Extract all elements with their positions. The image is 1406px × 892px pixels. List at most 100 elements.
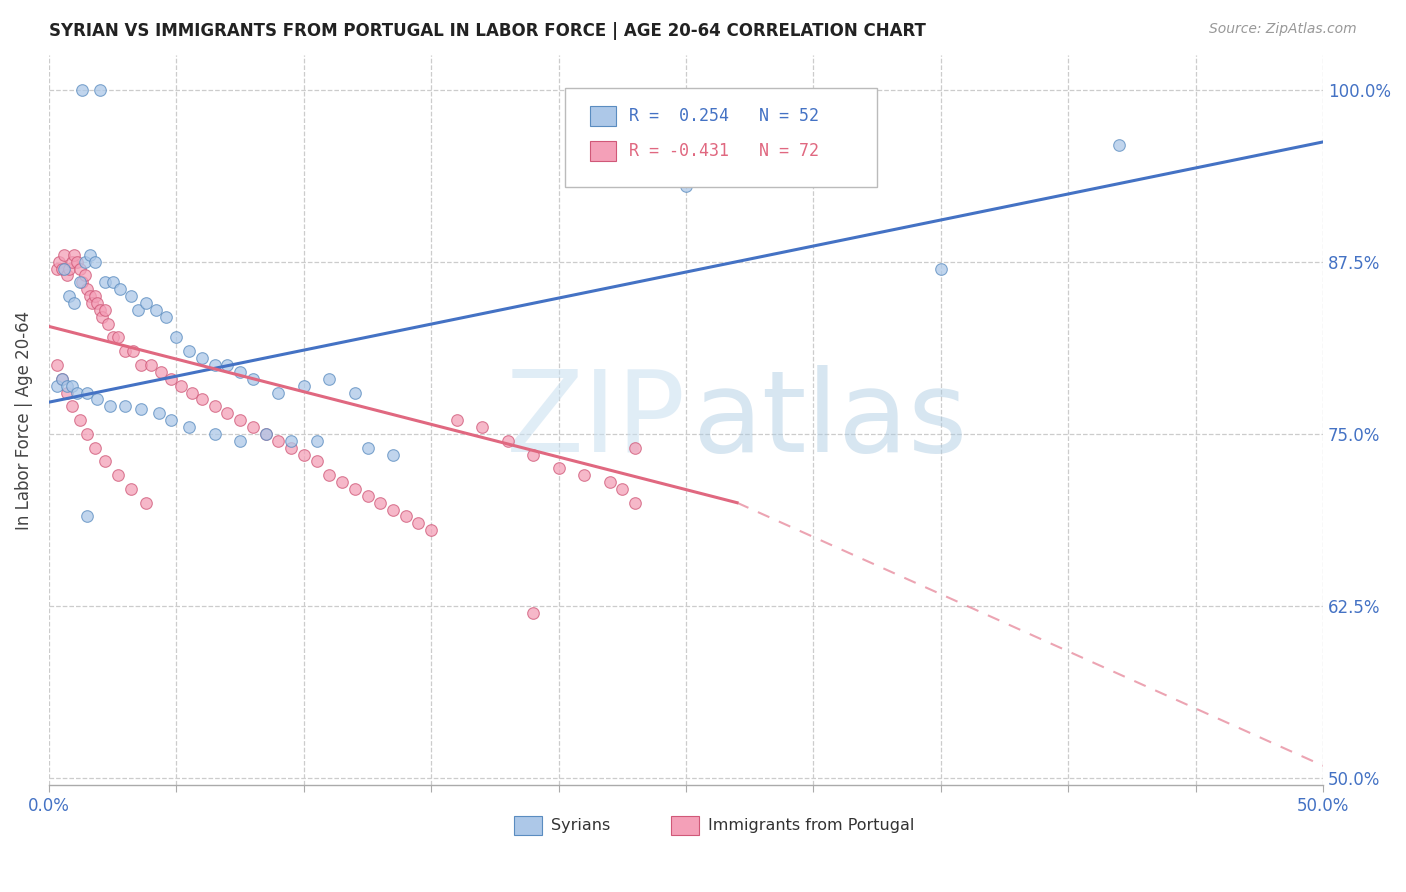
Text: atlas: atlas <box>692 365 967 475</box>
Point <box>229 434 252 448</box>
Point <box>150 365 173 379</box>
Point <box>101 330 124 344</box>
Point <box>60 378 83 392</box>
Point <box>56 385 79 400</box>
Point <box>547 461 569 475</box>
Point <box>83 289 105 303</box>
Point <box>73 268 96 283</box>
Point <box>305 454 328 468</box>
Point <box>56 268 79 283</box>
Point <box>129 402 152 417</box>
Point <box>86 392 108 407</box>
Point <box>160 413 183 427</box>
Point <box>229 365 252 379</box>
Point <box>420 523 443 537</box>
Point <box>73 254 96 268</box>
Point <box>280 434 302 448</box>
Text: R = -0.431   N = 72: R = -0.431 N = 72 <box>628 142 818 160</box>
Point <box>63 248 86 262</box>
Point <box>522 606 544 620</box>
Text: Source: ZipAtlas.com: Source: ZipAtlas.com <box>1209 22 1357 37</box>
Point <box>114 344 136 359</box>
Bar <box>591 141 616 161</box>
Point <box>267 434 290 448</box>
Point <box>242 420 264 434</box>
Point <box>69 413 91 427</box>
Point <box>356 441 378 455</box>
Point <box>179 344 201 359</box>
Point <box>45 378 67 392</box>
Point <box>242 372 264 386</box>
Point <box>254 426 277 441</box>
Point <box>83 254 105 268</box>
Point <box>120 289 142 303</box>
Point <box>107 468 129 483</box>
Point <box>129 358 152 372</box>
Point <box>135 496 157 510</box>
Point <box>127 302 149 317</box>
Point <box>522 448 544 462</box>
Point <box>51 372 73 386</box>
Y-axis label: In Labor Force | Age 20-64: In Labor Force | Age 20-64 <box>15 310 32 530</box>
Point <box>94 454 117 468</box>
Point <box>56 378 79 392</box>
Point <box>60 399 83 413</box>
Point <box>624 496 647 510</box>
Point <box>94 302 117 317</box>
Point <box>135 296 157 310</box>
Point <box>91 310 114 324</box>
Point <box>217 358 239 372</box>
Point <box>86 296 108 310</box>
Point <box>83 441 105 455</box>
Bar <box>671 816 699 836</box>
Point <box>122 344 145 359</box>
Point <box>155 310 177 324</box>
Point <box>101 276 124 290</box>
Point <box>408 516 430 531</box>
Point <box>318 372 340 386</box>
Text: Syrians: Syrians <box>551 818 610 832</box>
Point <box>217 406 239 420</box>
Point <box>446 413 468 427</box>
Point <box>110 282 132 296</box>
Point <box>191 351 214 365</box>
Point <box>496 434 519 448</box>
Point <box>97 317 120 331</box>
Point <box>53 261 76 276</box>
Point <box>66 254 89 268</box>
Point <box>45 358 67 372</box>
Point <box>79 248 101 262</box>
Point <box>318 468 340 483</box>
Point <box>191 392 214 407</box>
Point <box>63 296 86 310</box>
Point <box>120 482 142 496</box>
Point <box>382 448 405 462</box>
Point <box>572 468 595 483</box>
Text: Immigrants from Portugal: Immigrants from Portugal <box>707 818 914 832</box>
Point <box>69 276 91 290</box>
Point <box>280 441 302 455</box>
Point <box>675 178 697 193</box>
Point <box>148 406 170 420</box>
Bar <box>515 816 543 836</box>
Point <box>356 489 378 503</box>
Point <box>624 441 647 455</box>
Point <box>254 426 277 441</box>
Text: SYRIAN VS IMMIGRANTS FROM PORTUGAL IN LABOR FORCE | AGE 20-64 CORRELATION CHART: SYRIAN VS IMMIGRANTS FROM PORTUGAL IN LA… <box>49 22 927 40</box>
Point <box>368 496 391 510</box>
Point <box>292 448 315 462</box>
Point <box>343 482 366 496</box>
Point <box>382 502 405 516</box>
Point <box>599 475 621 489</box>
Point <box>58 289 80 303</box>
Point <box>180 385 202 400</box>
Point <box>107 330 129 344</box>
Point <box>45 261 67 276</box>
Point <box>305 434 328 448</box>
Point <box>58 261 80 276</box>
Point <box>70 276 93 290</box>
Point <box>229 413 252 427</box>
Point <box>612 482 634 496</box>
Point <box>343 385 366 400</box>
Bar <box>591 105 616 126</box>
